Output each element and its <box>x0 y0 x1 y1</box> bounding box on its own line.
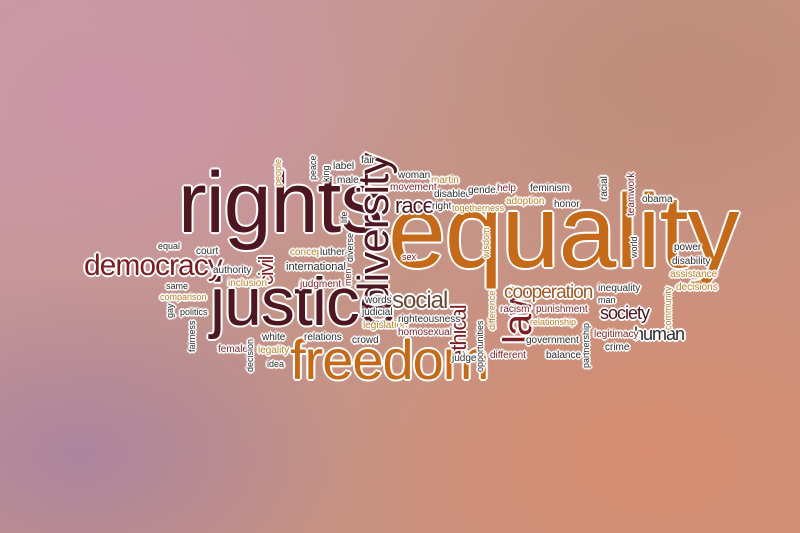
word-fair: fair <box>361 155 375 166</box>
word-balance: balance <box>546 350 582 361</box>
word-decision: decision <box>245 338 255 372</box>
word-fairness: fairness <box>187 320 197 352</box>
word-luther: luther <box>320 247 346 258</box>
word-white: white <box>262 332 286 343</box>
word-equal: equal <box>158 241 181 251</box>
word-label: label <box>333 161 355 172</box>
word-rights: rights <box>178 155 383 251</box>
word-legitimacy: legitimacy <box>594 329 639 340</box>
word-decisions: decisions <box>676 282 718 293</box>
word-crowd: crowd <box>352 335 379 346</box>
word-man: man <box>598 295 616 305</box>
word-government: government <box>526 335 579 346</box>
word-legislation: legislation <box>363 320 408 331</box>
word-relationship: relationship <box>530 317 577 327</box>
word-justice: justice <box>210 264 397 340</box>
word-freedom: freedom <box>290 328 489 391</box>
word-wisdom: wisdom <box>481 227 491 258</box>
word-world: world <box>629 236 639 258</box>
word-obama: obama <box>642 194 673 205</box>
word-woman: woman <box>398 170 431 181</box>
word-king: king <box>321 165 331 182</box>
word-help: help <box>497 183 516 194</box>
word-life: life <box>339 211 349 223</box>
word-international: international <box>286 261 346 273</box>
word-martin: martin <box>431 175 459 186</box>
word-male: male <box>337 175 359 186</box>
word-togetherness: togetherness <box>452 203 505 213</box>
word-inclusion: inclusion <box>228 278 267 289</box>
word-judge: judge <box>452 353 477 364</box>
word-right: right <box>432 201 452 212</box>
word-punishment: punishment <box>536 304 588 315</box>
word-equality: equality <box>388 174 739 290</box>
word-righteousness: righteousness <box>398 314 461 325</box>
word-assistance: assistance <box>670 269 718 280</box>
word-cooperation: cooperation <box>504 282 593 303</box>
word-inequality: inequality <box>598 283 641 294</box>
word-sex: sex <box>402 252 417 262</box>
word-comparison: comparison <box>160 292 207 302</box>
word-peace: peace <box>308 155 318 180</box>
word-judicial: judicial <box>362 307 393 318</box>
word-court: court <box>196 246 219 257</box>
word-teamwork: teamwork <box>626 172 637 216</box>
word-racial: racial <box>599 176 610 200</box>
word-words: words <box>365 295 392 306</box>
word-female: female <box>218 344 249 355</box>
word-gay: gay <box>165 303 175 318</box>
word-homosexual: homosexual <box>398 327 452 338</box>
word-democracy: democracy <box>84 249 223 282</box>
word-race: race <box>395 193 435 218</box>
word-movement: movement <box>390 182 437 193</box>
word-concept: concept <box>290 247 326 258</box>
word-power: power <box>674 242 702 253</box>
word-adoption: adoption <box>506 196 545 207</box>
word-community: community <box>663 286 673 330</box>
word-crime: crime <box>605 342 630 353</box>
word-idea: idea <box>267 359 285 369</box>
word-different: different <box>490 350 526 361</box>
word-gender: gender <box>468 185 500 196</box>
word-racism: racism <box>500 304 530 315</box>
word-partnership: partnership <box>581 322 591 368</box>
word-opportunities: opportunities <box>475 320 485 372</box>
word-honor: honor <box>554 199 580 210</box>
word-relations: relations <box>304 332 342 343</box>
word-politics: politics <box>180 307 208 317</box>
word-disability: disability <box>672 256 711 267</box>
word-same: same <box>166 281 189 291</box>
word-judgment: judgment <box>300 279 342 290</box>
word-men: men <box>343 268 353 286</box>
word-diverse: diverse <box>345 232 355 262</box>
word-legality: legality <box>258 345 290 356</box>
word-human: human <box>634 324 685 344</box>
word-people: people <box>273 158 283 186</box>
word-feminism: feminism <box>530 183 571 194</box>
word-social: social <box>392 287 448 314</box>
word-disabled: disabled <box>434 189 472 200</box>
word-society: society <box>600 303 650 323</box>
word-difference: difference <box>487 290 497 330</box>
word-authority: authority <box>213 265 252 276</box>
